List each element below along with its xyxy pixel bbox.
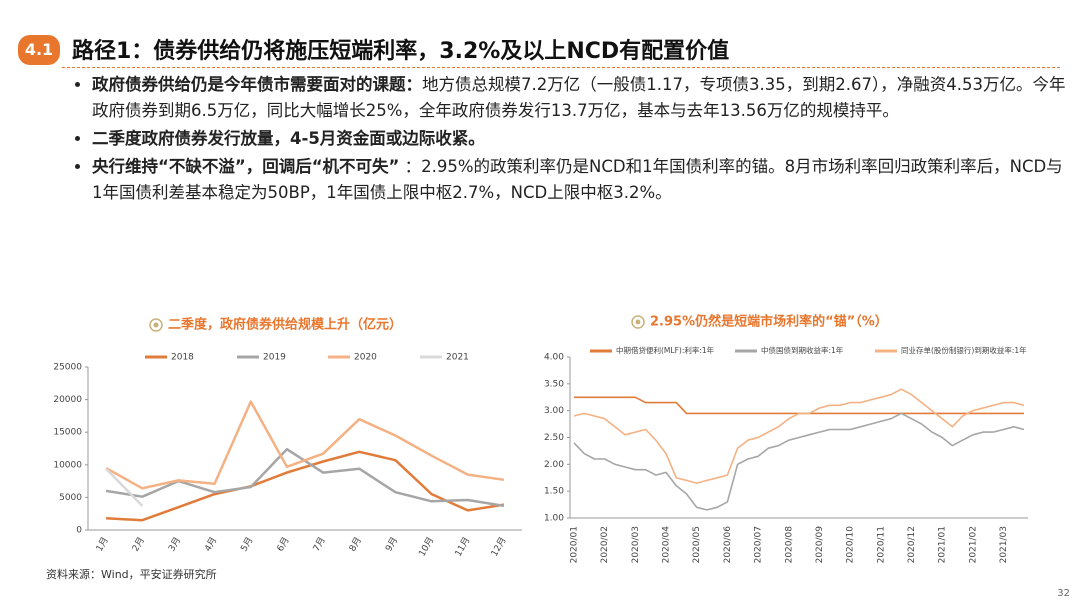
x-tick-label: 10月 <box>417 535 437 558</box>
series-line <box>573 388 1025 484</box>
y-tick-label: 20000 <box>53 395 82 405</box>
x-tick-label: 2021/01 <box>938 526 948 563</box>
x-tick-label: 2021/03 <box>999 526 1009 563</box>
y-tick-label: 3.00 <box>544 406 564 416</box>
bullet: 二季度政府债券发行放量，4-5月资金面或边际收紧。 <box>92 126 1072 152</box>
x-tick-label: 2021/02 <box>968 526 978 563</box>
bullet-lead: 央行维持“不缺不溢”，回调后“机不可失” <box>92 157 400 176</box>
series-line <box>105 467 144 507</box>
title-icon <box>153 322 159 328</box>
x-tick-label: 2020/03 <box>631 526 641 563</box>
y-tick-label: 10000 <box>53 460 82 470</box>
y-tick-label: 3.50 <box>544 379 564 389</box>
x-tick-label: 5月 <box>239 535 256 553</box>
bullet-text: ：2.95%的政策利率仍是NCD和1年国债利率的锚。8月市场利率回归政策利率后，… <box>92 157 1063 202</box>
chart-title: 2.95%仍然是短端市场利率的“锚”（%） <box>650 314 888 330</box>
x-tick-label: 2020/11 <box>876 526 886 563</box>
x-tick-label: 2020/04 <box>662 526 672 564</box>
page-number: 32 <box>1057 588 1070 599</box>
series-line <box>105 447 505 508</box>
x-tick-label: 2020/12 <box>907 526 917 563</box>
bullet-list: 政府债券供给仍是今年债市需要面对的课题：地方债总规模7.2万亿（一般债1.17，… <box>52 72 1072 208</box>
title-icon <box>149 318 163 332</box>
bullet-lead: 政府债券供给仍是今年债市需要面对的课题： <box>92 75 422 94</box>
chart-title: 二季度，政府债券供给规模上升（亿元） <box>168 317 402 333</box>
x-tick-label: 2月 <box>130 535 147 553</box>
legend-label: 同业存单(股份制银行)到期收益率:1年 <box>901 345 1027 355</box>
y-tick-label: 2.00 <box>544 460 564 470</box>
series-line <box>573 412 1025 511</box>
x-tick-label: 2020/10 <box>846 526 856 564</box>
x-tick-label: 2020/09 <box>815 526 825 564</box>
y-tick-label: 4.00 <box>544 353 564 363</box>
x-tick-label: 2020/01 <box>570 526 580 563</box>
bullet-lead: 二季度政府债券发行放量，4-5月资金面或边际收紧。 <box>92 129 485 148</box>
y-tick-label: 25000 <box>53 363 82 373</box>
x-tick-label: 12月 <box>489 535 509 558</box>
bullet-text: 地方债总规模7.2万亿（一般债1.17，专项债3.35，到期2.67），净融资4… <box>92 75 1066 120</box>
x-tick-label: 8月 <box>347 535 364 553</box>
legend-label: 2020 <box>354 353 377 363</box>
x-tick-label: 11月 <box>453 535 473 558</box>
x-tick-label: 3月 <box>166 535 183 553</box>
bullet: 政府债券供给仍是今年债市需要面对的课题：地方债总规模7.2万亿（一般债1.17，… <box>92 72 1072 124</box>
title-icon <box>631 315 645 329</box>
y-tick-label: 5000 <box>59 493 82 503</box>
x-tick-label: 4月 <box>202 535 219 553</box>
legend-label: 中债国债到期收益率:1年 <box>761 345 844 355</box>
series-line <box>574 396 1024 415</box>
section-badge: 4.1 <box>18 35 60 65</box>
x-tick-label: 6月 <box>275 535 292 553</box>
y-tick-label: 1.50 <box>544 487 564 497</box>
y-tick-label: 1.00 <box>544 514 564 524</box>
legend-label: 2019 <box>263 353 286 363</box>
title-icon <box>635 319 641 325</box>
source: 资料来源：Wind，平安证券研究所 <box>46 568 217 581</box>
y-tick-label: 2.50 <box>544 433 564 443</box>
y-tick-label: 0 <box>76 526 82 536</box>
x-tick-label: 7月 <box>311 535 328 553</box>
legend-label: 2018 <box>171 353 194 363</box>
legend-label: 中期借贷便利(MLF):利率:1年 <box>616 345 715 355</box>
bullet: 央行维持“不缺不溢”，回调后“机不可失” ：2.95%的政策利率仍是NCD和1年… <box>92 154 1072 206</box>
x-tick-label: 1月 <box>94 535 111 553</box>
y-tick-label: 15000 <box>53 428 82 438</box>
slide-title: 路径1：债券供给仍将施压短端利率，3.2%及以上NCD有配置价值 <box>72 39 730 64</box>
x-tick-label: 2020/07 <box>754 526 764 563</box>
x-tick-label: 2020/08 <box>784 526 794 564</box>
divider <box>62 67 1060 68</box>
x-tick-label: 9月 <box>383 535 400 553</box>
x-tick-label: 2020/02 <box>600 526 610 563</box>
series-line <box>105 400 505 490</box>
x-tick-label: 2020/05 <box>692 526 702 563</box>
x-tick-label: 2020/06 <box>723 526 733 564</box>
legend-label: 2021 <box>446 353 469 363</box>
series-line <box>106 450 505 522</box>
